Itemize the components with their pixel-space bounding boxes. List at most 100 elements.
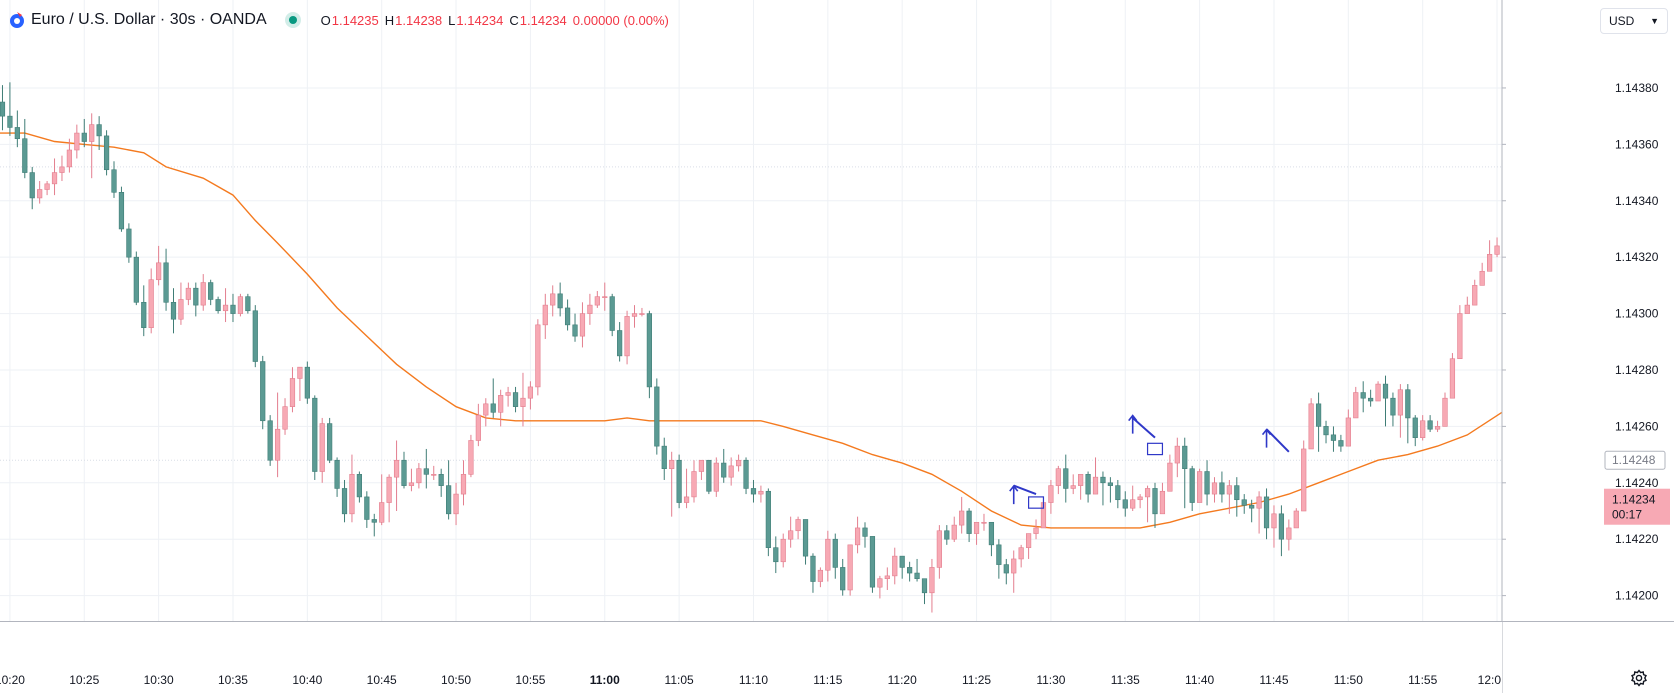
candle[interactable] <box>1219 471 1225 503</box>
candle[interactable] <box>193 282 199 317</box>
candle[interactable] <box>884 567 890 590</box>
candle[interactable] <box>349 454 355 523</box>
candle[interactable] <box>579 302 586 348</box>
candle[interactable] <box>1330 426 1337 452</box>
candle[interactable] <box>1115 479 1121 509</box>
candle[interactable] <box>222 288 229 323</box>
candle[interactable] <box>1152 482 1158 528</box>
candle[interactable] <box>512 386 519 413</box>
candle[interactable] <box>468 434 474 478</box>
candle[interactable] <box>96 116 102 150</box>
candle[interactable] <box>959 496 965 534</box>
candle[interactable] <box>490 378 496 418</box>
candle[interactable] <box>371 513 377 537</box>
candle[interactable] <box>416 463 422 489</box>
candle[interactable] <box>148 268 154 334</box>
candle[interactable] <box>74 124 80 159</box>
candle[interactable] <box>44 181 50 196</box>
candle[interactable] <box>1055 465 1061 495</box>
candle[interactable] <box>341 479 348 523</box>
candle[interactable] <box>661 437 667 480</box>
candle[interactable] <box>1025 533 1032 559</box>
candle[interactable] <box>840 558 846 596</box>
candle[interactable] <box>334 457 340 497</box>
candle[interactable] <box>185 282 191 306</box>
candle[interactable] <box>89 113 95 179</box>
candle[interactable] <box>646 310 652 399</box>
rectangle-drawing[interactable] <box>1027 496 1045 509</box>
candle[interactable] <box>118 186 125 232</box>
candle[interactable] <box>907 561 913 582</box>
candle[interactable] <box>1107 477 1113 503</box>
candle[interactable] <box>854 516 861 554</box>
candle[interactable] <box>1033 519 1039 540</box>
candle[interactable] <box>267 415 273 466</box>
candle[interactable] <box>669 451 675 517</box>
time-scale[interactable]: 10:20 10:25 10:30 10:35 10:40 10:45 10:50 10:55… <box>0 621 1674 693</box>
settings-gear-icon[interactable] <box>1629 668 1649 688</box>
candle[interactable] <box>988 521 995 557</box>
candle[interactable] <box>721 448 727 483</box>
candle[interactable] <box>22 118 28 179</box>
candle[interactable] <box>1434 420 1441 433</box>
candle[interactable] <box>654 378 660 455</box>
candle[interactable] <box>453 482 459 526</box>
candle[interactable] <box>802 519 809 565</box>
candle[interactable] <box>1048 479 1054 514</box>
candle[interactable] <box>1420 415 1426 441</box>
currency-selector[interactable]: USD ▼ <box>1600 8 1668 34</box>
candle[interactable] <box>557 282 563 317</box>
candle[interactable] <box>156 245 162 286</box>
candle[interactable] <box>483 398 489 427</box>
candle[interactable] <box>431 465 437 480</box>
candle[interactable] <box>1263 488 1270 540</box>
candle[interactable] <box>758 485 764 503</box>
candle[interactable] <box>498 389 504 427</box>
candle[interactable] <box>1182 437 1188 509</box>
candle[interactable] <box>713 457 719 497</box>
candle[interactable] <box>51 158 58 196</box>
candle[interactable] <box>356 471 362 503</box>
candle[interactable] <box>252 305 258 368</box>
candle[interactable] <box>936 525 942 579</box>
candle[interactable] <box>1234 477 1240 517</box>
candle[interactable] <box>289 367 296 413</box>
candle[interactable] <box>847 544 853 596</box>
candle[interactable] <box>1144 485 1151 523</box>
candle[interactable] <box>944 525 950 545</box>
candle[interactable] <box>542 293 548 339</box>
candle[interactable] <box>0 85 6 131</box>
candle[interactable] <box>1472 279 1478 306</box>
candle[interactable] <box>773 536 779 574</box>
candle[interactable] <box>966 508 972 543</box>
candle[interactable] <box>37 181 43 204</box>
candle[interactable] <box>141 285 147 337</box>
candle[interactable] <box>1204 460 1210 506</box>
candle[interactable] <box>996 539 1002 579</box>
candle[interactable] <box>1315 392 1322 452</box>
candle[interactable] <box>126 223 132 263</box>
up-arrow-drawing[interactable] <box>1009 484 1019 505</box>
candle[interactable] <box>1122 491 1128 517</box>
candle[interactable] <box>1256 491 1262 534</box>
candle[interactable] <box>274 392 281 478</box>
candle[interactable] <box>929 558 935 613</box>
candle[interactable] <box>208 279 214 306</box>
candle[interactable] <box>617 322 623 362</box>
candle[interactable] <box>973 521 980 545</box>
candle[interactable] <box>1301 440 1307 512</box>
candle[interactable] <box>14 110 20 148</box>
candle[interactable] <box>81 118 87 148</box>
candle[interactable] <box>877 575 883 599</box>
candle[interactable] <box>282 398 288 435</box>
trend-line-drawing[interactable] <box>1265 428 1290 453</box>
candle[interactable] <box>1397 384 1403 438</box>
candle[interactable] <box>438 468 444 497</box>
candle[interactable] <box>624 310 630 365</box>
candle[interactable] <box>1167 454 1173 492</box>
candle[interactable] <box>200 274 206 311</box>
candle[interactable] <box>1293 508 1299 529</box>
candle[interactable] <box>914 558 920 582</box>
candle[interactable] <box>297 366 303 402</box>
